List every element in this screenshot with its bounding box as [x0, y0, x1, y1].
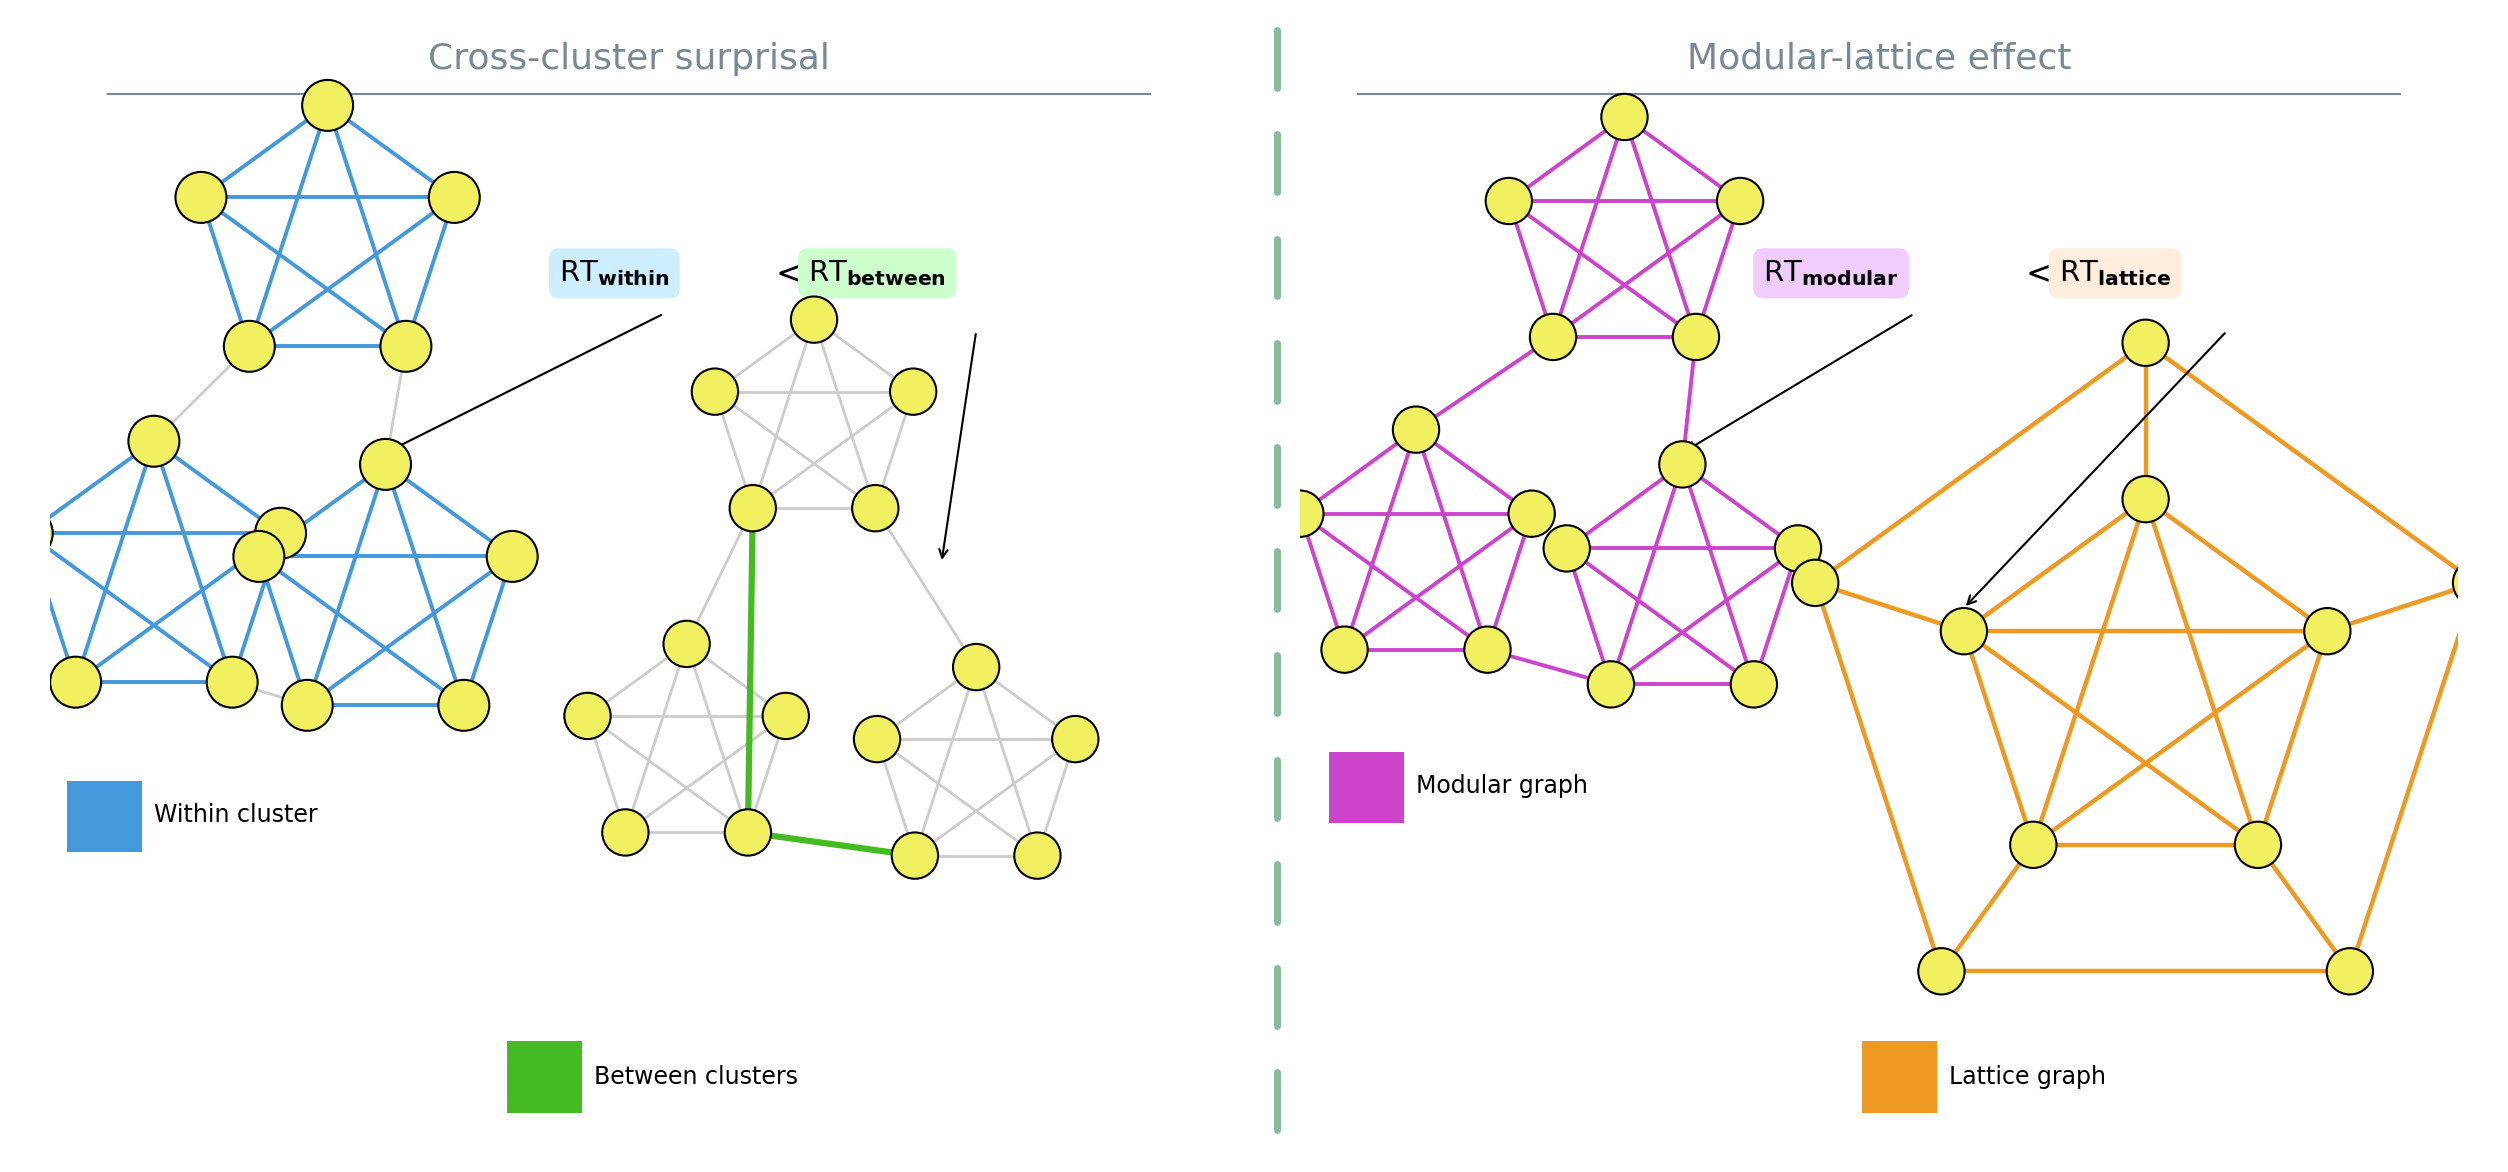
Circle shape — [692, 368, 737, 415]
Circle shape — [2305, 608, 2350, 654]
Circle shape — [1600, 94, 1648, 141]
Circle shape — [1277, 491, 1324, 537]
Text: $<$: $<$ — [767, 257, 803, 289]
Circle shape — [1731, 661, 1778, 708]
Circle shape — [602, 810, 650, 856]
Circle shape — [564, 693, 609, 740]
Circle shape — [2453, 560, 2498, 606]
Circle shape — [1941, 608, 1986, 654]
Circle shape — [890, 368, 935, 415]
Text: RT$_{\mathbf{within}}$: RT$_{\mathbf{within}}$ — [559, 258, 670, 288]
Text: Within cluster: Within cluster — [153, 803, 319, 827]
Circle shape — [1392, 407, 1440, 452]
FancyBboxPatch shape — [1329, 751, 1404, 824]
Circle shape — [1793, 560, 1838, 606]
Circle shape — [1588, 661, 1635, 708]
Circle shape — [1718, 178, 1763, 224]
Circle shape — [1053, 716, 1099, 762]
Circle shape — [853, 485, 898, 531]
Text: RT$_{\mathbf{between}}$: RT$_{\mathbf{between}}$ — [808, 258, 946, 288]
Circle shape — [1485, 178, 1532, 224]
Circle shape — [281, 680, 334, 731]
Circle shape — [361, 440, 411, 490]
Circle shape — [301, 80, 354, 131]
Circle shape — [233, 531, 283, 582]
Circle shape — [1542, 525, 1590, 572]
Text: Modular graph: Modular graph — [1417, 775, 1588, 798]
Circle shape — [2327, 948, 2373, 995]
Circle shape — [50, 656, 100, 708]
Circle shape — [1919, 948, 1964, 995]
Circle shape — [790, 297, 838, 342]
Circle shape — [176, 172, 226, 223]
Text: Modular-lattice effect: Modular-lattice effect — [1688, 42, 2072, 76]
Circle shape — [2009, 822, 2057, 868]
Circle shape — [381, 321, 431, 372]
FancyBboxPatch shape — [507, 1041, 582, 1113]
Circle shape — [725, 810, 770, 856]
Circle shape — [1507, 491, 1555, 537]
Circle shape — [429, 172, 479, 223]
Circle shape — [1530, 314, 1575, 360]
Circle shape — [1322, 627, 1367, 673]
Circle shape — [853, 716, 900, 762]
Circle shape — [128, 416, 181, 466]
Circle shape — [665, 621, 710, 667]
Text: $<$: $<$ — [2019, 257, 2052, 289]
FancyBboxPatch shape — [1861, 1041, 1936, 1113]
Text: Cross-cluster surprisal: Cross-cluster surprisal — [429, 42, 830, 76]
Circle shape — [1673, 314, 1718, 360]
Circle shape — [256, 507, 306, 559]
Circle shape — [893, 832, 938, 879]
Text: RT$_{\mathbf{modular}}$: RT$_{\mathbf{modular}}$ — [1763, 258, 1899, 288]
Circle shape — [487, 531, 537, 582]
Circle shape — [2122, 320, 2169, 366]
FancyBboxPatch shape — [68, 781, 143, 852]
Circle shape — [3, 507, 53, 559]
Circle shape — [439, 680, 489, 731]
Circle shape — [206, 656, 258, 708]
Circle shape — [223, 321, 276, 372]
Text: Lattice graph: Lattice graph — [1949, 1065, 2107, 1089]
Circle shape — [762, 693, 810, 740]
Circle shape — [2122, 476, 2169, 523]
Circle shape — [953, 643, 998, 690]
Circle shape — [2235, 822, 2282, 868]
Circle shape — [1776, 525, 1821, 572]
Text: RT$_{\mathbf{lattice}}$: RT$_{\mathbf{lattice}}$ — [2059, 258, 2172, 288]
Text: Between clusters: Between clusters — [594, 1065, 798, 1089]
Circle shape — [730, 485, 775, 531]
Circle shape — [1465, 627, 1510, 673]
Circle shape — [1660, 441, 1705, 488]
Circle shape — [1013, 832, 1061, 879]
